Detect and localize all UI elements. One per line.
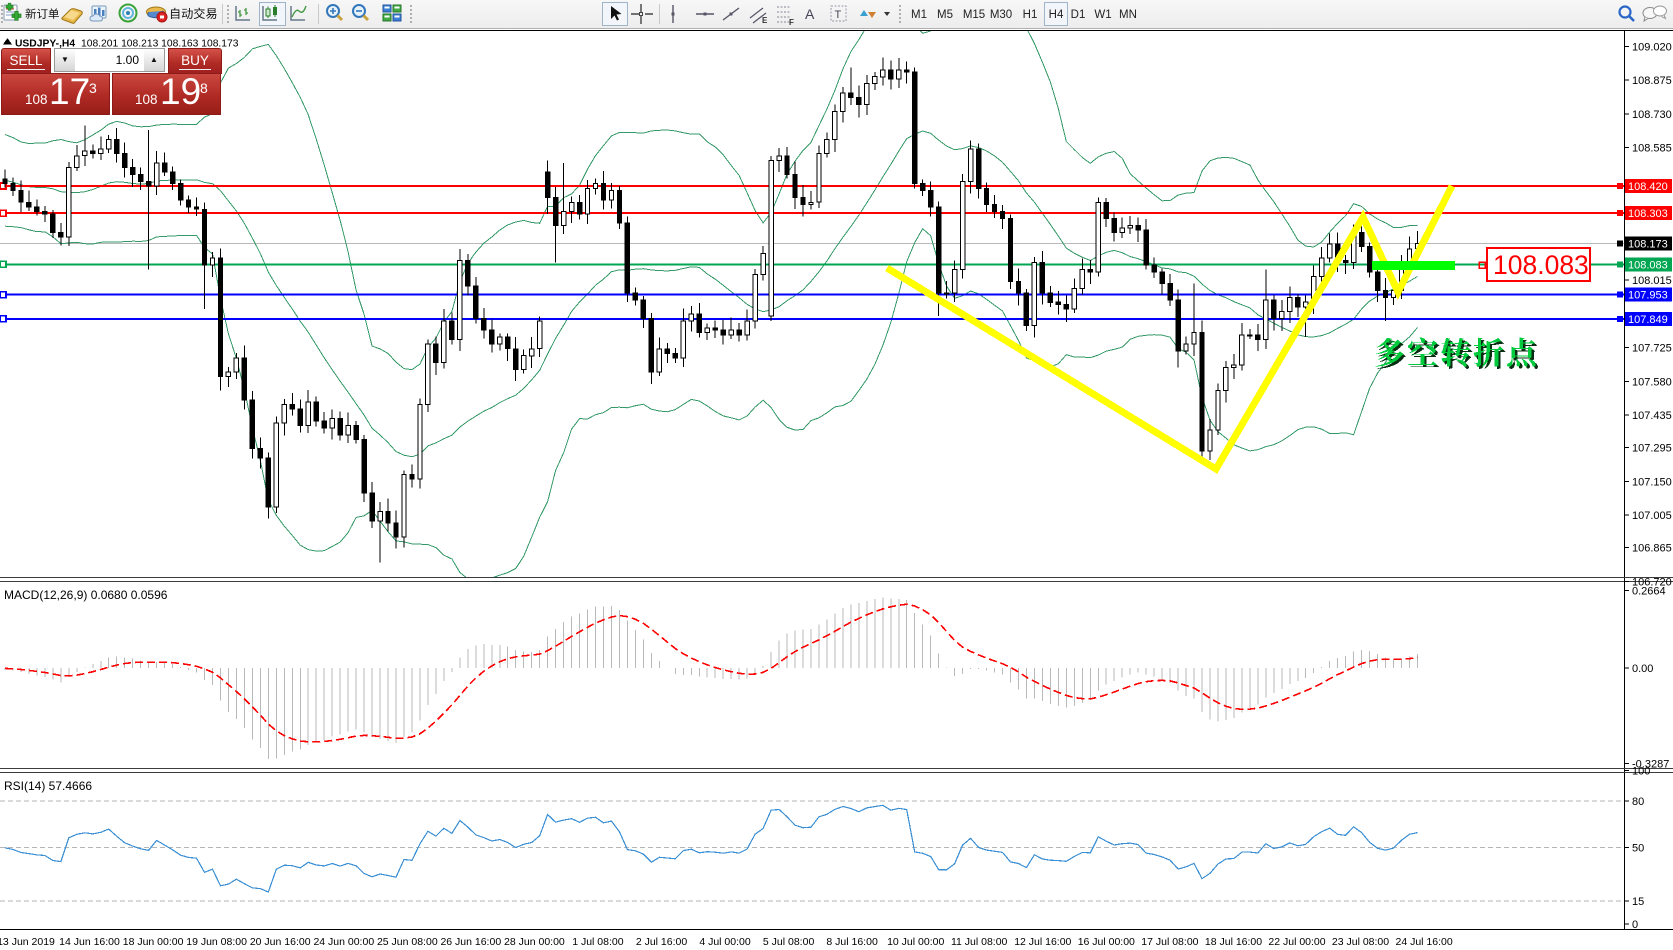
svg-text:0.00: 0.00 xyxy=(1632,663,1653,675)
svg-text:24 Jul 16:00: 24 Jul 16:00 xyxy=(1395,936,1452,948)
svg-text:107.849: 107.849 xyxy=(1628,314,1668,326)
svg-text:H4: H4 xyxy=(1049,9,1064,21)
svg-text:107.580: 107.580 xyxy=(1632,376,1672,388)
svg-text:100: 100 xyxy=(1632,766,1650,778)
svg-text:A: A xyxy=(805,6,815,22)
svg-text:109.020: 109.020 xyxy=(1632,42,1672,54)
svg-text:M1: M1 xyxy=(911,9,927,21)
svg-text:USDJPY-,H4: USDJPY-,H4 xyxy=(15,39,75,50)
svg-text:W1: W1 xyxy=(1094,9,1111,21)
svg-text:107.295: 107.295 xyxy=(1632,443,1672,455)
svg-text:107.725: 107.725 xyxy=(1632,343,1672,355)
svg-text:108.585: 108.585 xyxy=(1632,143,1672,155)
svg-text:28 Jun 00:00: 28 Jun 00:00 xyxy=(504,936,565,948)
svg-text:16 Jul 00:00: 16 Jul 00:00 xyxy=(1078,936,1135,948)
svg-text:2 Jul 16:00: 2 Jul 16:00 xyxy=(636,936,688,948)
svg-text:-0.3287: -0.3287 xyxy=(1632,758,1669,770)
svg-text:D1: D1 xyxy=(1071,9,1086,21)
svg-text:MN: MN xyxy=(1119,9,1137,21)
svg-text:13 Jun 2019: 13 Jun 2019 xyxy=(0,936,55,948)
svg-text:18 Jul 16:00: 18 Jul 16:00 xyxy=(1205,936,1262,948)
svg-text:8 Jul 16:00: 8 Jul 16:00 xyxy=(826,936,878,948)
svg-text:108.875: 108.875 xyxy=(1632,75,1672,87)
svg-text:106.720: 106.720 xyxy=(1632,576,1672,588)
svg-text:5 Jul 08:00: 5 Jul 08:00 xyxy=(763,936,815,948)
svg-text:107.150: 107.150 xyxy=(1632,476,1672,488)
svg-text:19 Jun 08:00: 19 Jun 08:00 xyxy=(186,936,247,948)
svg-text:108.201 108.213 108.163 108.17: 108.201 108.213 108.163 108.173 xyxy=(81,39,239,50)
svg-text:MACD(12,26,9) 0.0680 0.0596: MACD(12,26,9) 0.0680 0.0596 xyxy=(4,588,168,602)
svg-text:0.2664: 0.2664 xyxy=(1632,586,1666,598)
svg-text:106.865: 106.865 xyxy=(1632,543,1672,555)
svg-text:26 Jun 16:00: 26 Jun 16:00 xyxy=(440,936,501,948)
svg-text:1 Jul 08:00: 1 Jul 08:00 xyxy=(572,936,624,948)
svg-text:0: 0 xyxy=(1632,919,1638,931)
svg-text:107.435: 107.435 xyxy=(1632,410,1672,422)
svg-text:22 Jul 00:00: 22 Jul 00:00 xyxy=(1268,936,1325,948)
svg-text:107.005: 107.005 xyxy=(1632,510,1672,522)
svg-text:108.730: 108.730 xyxy=(1632,109,1672,121)
svg-text:108.083: 108.083 xyxy=(1628,259,1668,271)
svg-text:50: 50 xyxy=(1632,842,1644,854)
svg-text:RSI(14) 57.4666: RSI(14) 57.4666 xyxy=(4,779,92,793)
svg-text:M30: M30 xyxy=(990,9,1012,21)
svg-text:12 Jul 16:00: 12 Jul 16:00 xyxy=(1014,936,1071,948)
svg-text:H1: H1 xyxy=(1023,9,1038,21)
svg-text:107.953: 107.953 xyxy=(1628,290,1668,302)
svg-text:108.173: 108.173 xyxy=(1628,238,1668,250)
svg-text:108.015: 108.015 xyxy=(1632,275,1672,287)
svg-text:18 Jun 00:00: 18 Jun 00:00 xyxy=(123,936,184,948)
svg-text:14 Jun 16:00: 14 Jun 16:00 xyxy=(59,936,120,948)
svg-text:10 Jul 00:00: 10 Jul 00:00 xyxy=(887,936,944,948)
svg-text:20 Jun 16:00: 20 Jun 16:00 xyxy=(250,936,311,948)
svg-text:M5: M5 xyxy=(937,9,953,21)
svg-text:M15: M15 xyxy=(963,9,985,21)
svg-text:F: F xyxy=(789,18,794,27)
svg-text:25 Jun 08:00: 25 Jun 08:00 xyxy=(377,936,438,948)
svg-text:108.420: 108.420 xyxy=(1628,181,1668,193)
svg-text:11 Jul 08:00: 11 Jul 08:00 xyxy=(951,936,1008,948)
svg-text:23 Jul 08:00: 23 Jul 08:00 xyxy=(1332,936,1389,948)
svg-text:T: T xyxy=(835,9,842,21)
svg-text:108.303: 108.303 xyxy=(1628,208,1668,220)
svg-text:15: 15 xyxy=(1632,896,1644,908)
svg-text:24 Jun 00:00: 24 Jun 00:00 xyxy=(313,936,374,948)
svg-text:108.083: 108.083 xyxy=(1493,250,1589,280)
svg-text:E: E xyxy=(762,16,768,25)
svg-text:17 Jul 08:00: 17 Jul 08:00 xyxy=(1141,936,1198,948)
svg-text:80: 80 xyxy=(1632,796,1644,808)
svg-text:4 Jul 00:00: 4 Jul 00:00 xyxy=(699,936,751,948)
